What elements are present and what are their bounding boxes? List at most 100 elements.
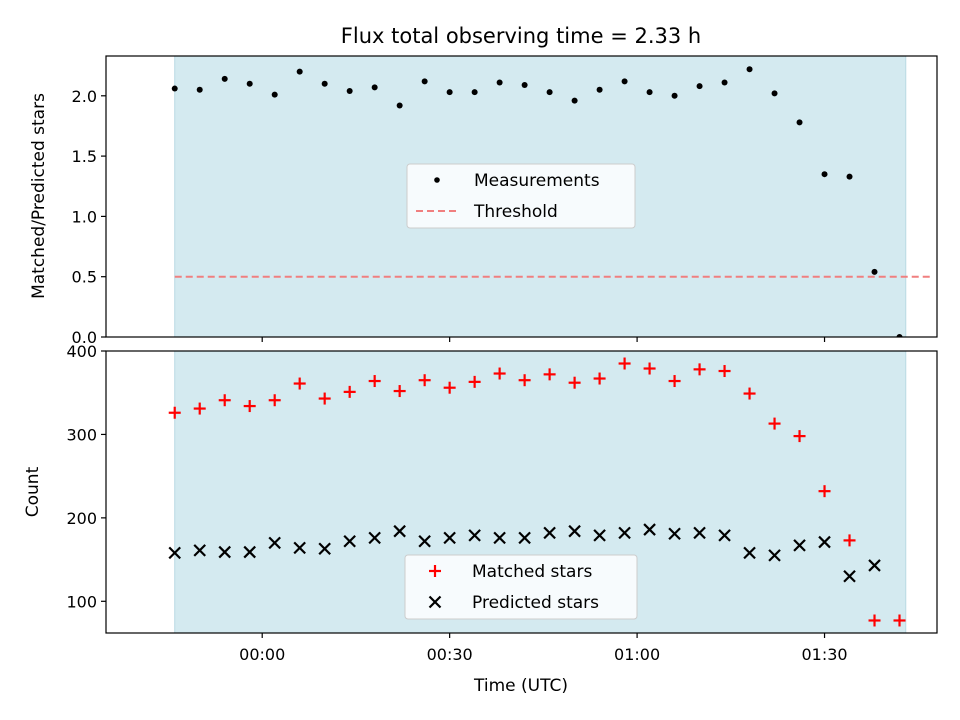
- matched-star-point: [243, 400, 256, 413]
- predicted-star-b: [268, 536, 281, 550]
- predicted-star-point: [293, 541, 306, 555]
- matched-star-point: [368, 375, 381, 388]
- predicted-star-b: [868, 559, 881, 572]
- predicted-star-point: [368, 531, 381, 545]
- predicted-star-point: [593, 529, 606, 542]
- predicted-star-b: [518, 531, 531, 545]
- matched-star-point: [168, 406, 181, 419]
- predicted-star-b: [318, 542, 331, 556]
- measurement-point: [721, 79, 728, 86]
- predicted-star-point: [793, 539, 806, 552]
- predicted-star-b: [668, 527, 681, 540]
- predicted-star-b: [343, 534, 356, 548]
- matched-star-point: [768, 417, 781, 430]
- measurement-point: [696, 83, 703, 90]
- predicted-star-point: [818, 535, 831, 549]
- matched-star-point: [468, 375, 481, 388]
- x-tick-label: 00:00: [239, 645, 285, 664]
- measurement-point: [171, 85, 178, 92]
- measurement-point: [471, 89, 478, 96]
- matched-star-point: [218, 394, 231, 407]
- measurement-point: [896, 334, 903, 337]
- predicted-star-b: [293, 541, 306, 555]
- matched-star-point: [818, 485, 831, 498]
- matched-star-point: [868, 614, 881, 627]
- measurement-point: [746, 66, 753, 73]
- matched-star-point: [743, 387, 756, 400]
- axes-frame: [105, 55, 938, 338]
- predicted-star-b: [568, 524, 581, 538]
- legend-label: Predicted stars: [472, 593, 599, 613]
- measurement-point: [596, 86, 603, 93]
- legend-label: Measurements: [474, 171, 600, 191]
- measurement-point: [546, 89, 553, 96]
- predicted-star-point: [418, 534, 431, 548]
- matched-star-point: [343, 385, 356, 398]
- predicted-star-b: [743, 546, 756, 560]
- matched-star-point: [543, 368, 556, 381]
- predicted-star-b: [693, 526, 706, 540]
- predicted-star-point: [843, 569, 856, 583]
- legend-label: Matched stars: [472, 562, 592, 582]
- predicted-star-point: [468, 529, 481, 542]
- measurement-point: [196, 86, 203, 93]
- predicted-star-point: [193, 544, 206, 557]
- predicted-star-point: [518, 531, 531, 545]
- legend-box: [406, 163, 636, 229]
- matched-star-point: [193, 402, 206, 415]
- predicted-star-point: [318, 542, 331, 556]
- measurement-point: [671, 92, 678, 99]
- predicted-star-point: [868, 559, 881, 572]
- matched-star-point: [418, 374, 431, 387]
- legend: Matched stars Predicted stars: [404, 554, 638, 620]
- matched-star-point: [843, 534, 856, 547]
- predicted-star-point: [218, 545, 231, 559]
- count-plot: 10020030040000:0000:3001:0001:3002:00Mat…: [66, 342, 938, 664]
- measurement-point: [646, 89, 653, 96]
- measurement-point: [771, 90, 778, 97]
- x-tick-label: 01:30: [801, 645, 847, 664]
- predicted-star-b: [393, 524, 406, 538]
- y-tick-label: 1.0: [72, 207, 97, 226]
- x-tick-label: 01:00: [614, 645, 660, 664]
- matched-star-point: [293, 377, 306, 390]
- matched-star-point: [718, 365, 731, 378]
- matched-star-point: [318, 392, 331, 405]
- y-tick-label: 2.0: [72, 87, 97, 106]
- predicted-star-b: [643, 523, 656, 536]
- matched-star-point: [518, 374, 531, 387]
- y-tick-label: 0.5: [72, 268, 97, 287]
- predicted-star-b: [618, 526, 631, 540]
- matched-star-point: [493, 367, 506, 380]
- measurement-point: [321, 80, 328, 87]
- predicted-star-point: [693, 526, 706, 540]
- predicted-star-point: [343, 534, 356, 548]
- predicted-star-b: [718, 529, 731, 542]
- predicted-star-point: [543, 526, 556, 540]
- axes-frame: [105, 350, 938, 634]
- measurement-point: [346, 87, 353, 94]
- matched-star-point: [893, 614, 906, 627]
- predicted-star-point: [568, 524, 581, 538]
- predicted-star-b: [168, 546, 182, 560]
- predicted-star-b: [843, 569, 856, 583]
- top-y-axis-label: Matched/Predicted stars: [29, 93, 49, 299]
- predicted-star-point: [493, 531, 506, 545]
- measurement-point: [496, 79, 503, 86]
- predicted-star-point: [668, 527, 681, 540]
- matched-star-point: [693, 363, 706, 376]
- predicted-star-point: [243, 545, 256, 559]
- measurement-point: [446, 89, 453, 96]
- predicted-star-point: [618, 526, 631, 540]
- matched-star-point: [668, 375, 681, 388]
- plot-area: [171, 66, 931, 337]
- measurement-point: [421, 78, 428, 85]
- predicted-star-b: [443, 531, 456, 545]
- predicted-star-b: [543, 526, 556, 540]
- matched-star-point: [393, 385, 406, 398]
- legend-label: Threshold: [473, 202, 558, 222]
- predicted-star-point: [393, 524, 406, 538]
- predicted-star-b: [793, 539, 806, 552]
- predicted-star-point: [643, 523, 656, 536]
